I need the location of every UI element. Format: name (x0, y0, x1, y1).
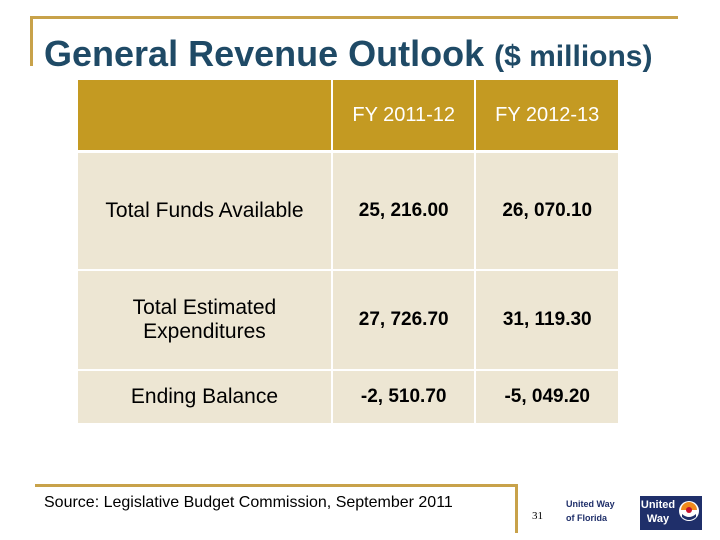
table-row: Total Funds Available 25, 216.00 26, 070… (78, 153, 618, 271)
united-way-hand-icon (676, 496, 702, 530)
header-fy-2012-13: FY 2012-13 (476, 80, 618, 153)
frame-top-rule (30, 16, 678, 19)
row-label: Total Estimated Expenditures (78, 271, 333, 371)
row-label: Total Funds Available (78, 153, 333, 271)
table-row: Ending Balance -2, 510.70 -5, 049.20 (78, 371, 618, 425)
cell-value: 25, 216.00 (332, 153, 477, 271)
page-number: 31 (532, 510, 543, 522)
united-way-badge: United Way (640, 496, 676, 530)
frame-left-rule (30, 16, 33, 66)
cell-value: -2, 510.70 (332, 371, 477, 425)
cell-value: -5, 049.20 (476, 371, 618, 425)
table-header-row: FY 2011-12 FY 2012-13 (78, 80, 618, 153)
cell-value: 26, 070.10 (476, 153, 618, 271)
source-citation: Source: Legislative Budget Commission, S… (44, 494, 453, 511)
cell-value: 27, 726.70 (332, 271, 477, 371)
slide-title-suffix: ($ millions) (494, 40, 653, 73)
header-fy-2011-12: FY 2011-12 (332, 80, 477, 153)
united-way-florida-wordmark: United Way of Florida (566, 499, 615, 523)
source-frame (35, 484, 518, 533)
header-corner (78, 80, 333, 153)
row-label: Ending Balance (78, 371, 333, 425)
slide-title-main: General Revenue Outlook (44, 33, 495, 74)
table-row: Total Estimated Expenditures 27, 726.70 … (78, 271, 618, 371)
revenue-outlook-table: FY 2011-12 FY 2012-13 Total Funds Availa… (78, 80, 618, 425)
cell-value: 31, 119.30 (476, 271, 618, 371)
slide-title: General Revenue Outlook ($ millions) (44, 29, 684, 82)
